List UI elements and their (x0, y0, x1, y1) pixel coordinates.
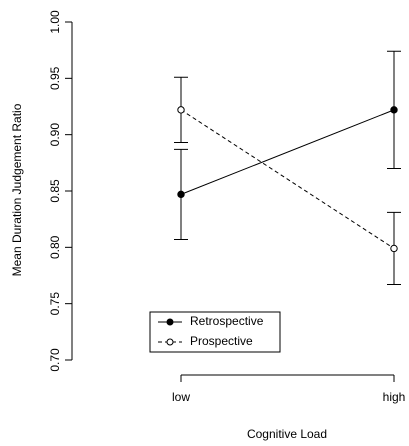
y-tick-label: 0.75 (48, 292, 62, 316)
legend-box (149, 311, 281, 353)
point (390, 244, 398, 253)
point (390, 106, 398, 114)
series-line (180, 109, 395, 195)
series-line (180, 109, 395, 249)
legend-marker (166, 338, 174, 346)
y-tick-label: 0.70 (48, 348, 62, 372)
x-axis-label: Cognitive Load (247, 427, 327, 441)
point (177, 106, 185, 114)
point (177, 190, 185, 199)
x-tick-label: low (172, 390, 190, 404)
y-tick-label: 1.00 (48, 10, 62, 34)
legend-label: Prospective (190, 334, 253, 348)
legend-marker (166, 318, 174, 326)
y-tick-label: 0.85 (48, 179, 62, 203)
legend-label: Retrospective (190, 314, 264, 328)
y-tick-label: 0.80 (48, 235, 62, 259)
y-axis-label: Mean Duration Judgement Ratio (10, 103, 24, 276)
y-tick-label: 0.90 (48, 123, 62, 147)
y-tick-label: 0.95 (48, 66, 62, 90)
x-tick-label: high (383, 390, 406, 404)
